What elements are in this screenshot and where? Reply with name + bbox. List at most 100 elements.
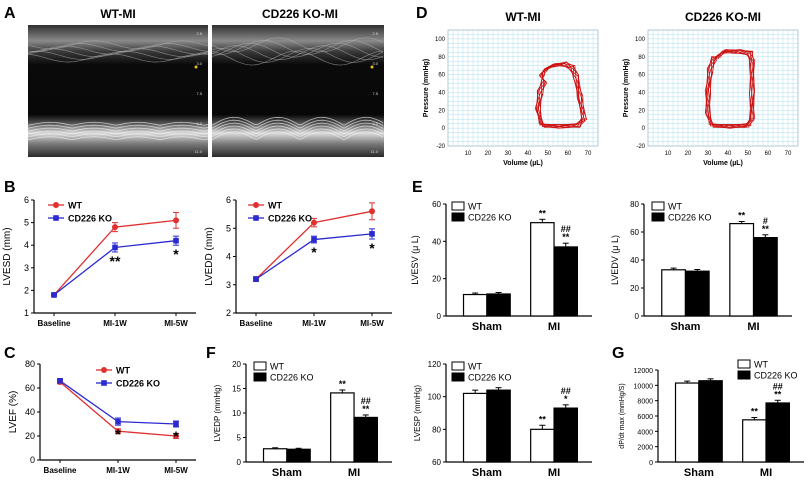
- chart-lvef: 0 20 40 60 80 Baseline MI-1W MI-5W LVEF (%) * * WT C…: [8, 359, 196, 475]
- legend-label: CD226 KO: [754, 371, 798, 381]
- pv-loop: [538, 61, 588, 128]
- y-tick-label: 80: [25, 359, 35, 369]
- significance-mark: **: [110, 253, 121, 269]
- data-point: [311, 219, 317, 226]
- legend-swatch: [451, 361, 465, 371]
- x-tick-label: Sham: [272, 467, 302, 479]
- legend-swatch: [451, 372, 465, 382]
- x-tick-label: MI: [348, 467, 360, 479]
- y-tick-label: 2: [226, 308, 231, 318]
- bar: [752, 237, 778, 317]
- panel-label-d: D: [416, 5, 428, 22]
- y-tick-label: 40: [25, 407, 35, 417]
- significance-mark: **: [339, 379, 347, 389]
- bar: [530, 428, 555, 463]
- x-tick-label: Sham: [684, 467, 714, 479]
- y-axis-label: LVESP (mmHg): [413, 385, 422, 441]
- y-tick-label: 100: [435, 37, 446, 43]
- y-axis-label: LVEDV (μ L): [610, 235, 620, 285]
- significance-mark: ##: [561, 386, 571, 396]
- panel-label-e: E: [412, 179, 423, 196]
- y-tick-label: 10: [232, 409, 241, 418]
- x-tick-label: 20: [485, 151, 492, 157]
- x-tick-label: 50: [545, 151, 552, 157]
- bar: [684, 270, 710, 317]
- significance-mark: *: [115, 426, 121, 442]
- y-tick-label: 40: [432, 237, 441, 246]
- data-point: [311, 236, 317, 243]
- y-tick-label: 20: [25, 431, 35, 441]
- panel-label-b: B: [4, 179, 16, 196]
- legend-swatch: [651, 212, 665, 222]
- y-tick-label: 120: [428, 360, 442, 369]
- y-tick-label: -20: [636, 144, 645, 150]
- significance-mark: ##: [361, 396, 371, 406]
- y-tick-label: 20: [432, 275, 441, 284]
- significance-mark: *: [311, 244, 317, 260]
- significance-mark: **: [562, 232, 570, 242]
- chart-pv_ko: 10 20 30 40 50 60 70 -20 0 20 40 60 80 100 Volume (µL)…: [623, 10, 799, 167]
- y-tick-label: 80: [438, 55, 445, 61]
- pv-loop: [704, 49, 755, 129]
- legend-label: WT: [116, 366, 130, 376]
- x-tick-label: MI-1W: [103, 319, 127, 328]
- x-axis-label: Volume (µL): [503, 160, 543, 167]
- data-point: [369, 231, 375, 237]
- data-point: [57, 378, 63, 384]
- legend-swatch: [737, 370, 751, 380]
- y-tick-label: 5: [237, 434, 242, 443]
- significance-mark: *: [564, 394, 568, 404]
- y-tick-label: 40: [638, 90, 645, 96]
- echo-scale-label: 3.0: [372, 61, 378, 66]
- y-axis-label: LVEDD (mm): [204, 227, 215, 286]
- bar: [742, 419, 767, 463]
- y-axis-label: LVEDP (mmHg): [213, 384, 222, 441]
- data-point: [51, 292, 57, 298]
- y-tick-label: 10000: [634, 383, 654, 390]
- y-tick-label: 6: [24, 195, 29, 205]
- x-tick-label: 60: [565, 151, 572, 157]
- bar: [729, 223, 755, 317]
- y-tick-label: 40: [630, 256, 639, 265]
- echo-scale-label: 11.0: [371, 149, 379, 154]
- chart-lvedd: 2 3 4 5 6 Baseline MI-1W MI-5W LVEDD (mm) * * WT CD2…: [204, 195, 392, 328]
- panel-label-c: C: [4, 345, 16, 362]
- legend-swatch: [253, 361, 267, 371]
- bar: [553, 246, 578, 317]
- bar: [765, 402, 790, 463]
- legend-label: CD226 KO: [116, 379, 160, 389]
- y-tick-label: -20: [436, 144, 445, 150]
- legend-swatch: [451, 201, 465, 211]
- x-tick-label: 30: [705, 151, 712, 157]
- data-point: [115, 418, 121, 425]
- y-tick-label: 20: [630, 284, 639, 293]
- bar: [486, 293, 511, 317]
- echo-scale-label: 3.0: [196, 61, 202, 66]
- x-axis-label: Volume (µL): [703, 160, 743, 167]
- chart-pv_wt: 10 20 30 40 50 60 70 -20 0 20 40 60 80 100 Volume (µL)…: [423, 10, 599, 167]
- pv-loop: [708, 51, 754, 127]
- chart-title: CD226 KO-MI: [685, 10, 761, 24]
- y-tick-label: 20: [438, 108, 445, 114]
- bar: [286, 448, 311, 463]
- x-tick-label: 40: [725, 151, 732, 157]
- y-tick-label: 0: [437, 312, 442, 321]
- x-tick-label: 10: [665, 151, 672, 157]
- y-tick-label: 6: [226, 195, 231, 205]
- y-tick-label: 80: [630, 200, 639, 209]
- x-tick-label: 30: [505, 151, 512, 157]
- y-tick-label: 60: [432, 200, 441, 209]
- x-tick-label: MI-5W: [360, 319, 384, 328]
- echo-mmode-image: 2.5 3.0 7.5 9.0 11.0: [27, 25, 209, 157]
- x-tick-label: MI: [548, 321, 560, 333]
- legend-label: WT: [754, 360, 768, 370]
- x-tick-label: 10: [465, 151, 472, 157]
- x-tick-label: Baseline: [240, 319, 273, 328]
- x-tick-label: Sham: [472, 321, 502, 333]
- x-tick-label: MI-1W: [302, 319, 326, 328]
- significance-mark: **: [762, 224, 770, 234]
- legend-label: WT: [468, 202, 482, 212]
- y-tick-label: 3: [226, 280, 231, 290]
- y-tick-label: 0: [635, 312, 640, 321]
